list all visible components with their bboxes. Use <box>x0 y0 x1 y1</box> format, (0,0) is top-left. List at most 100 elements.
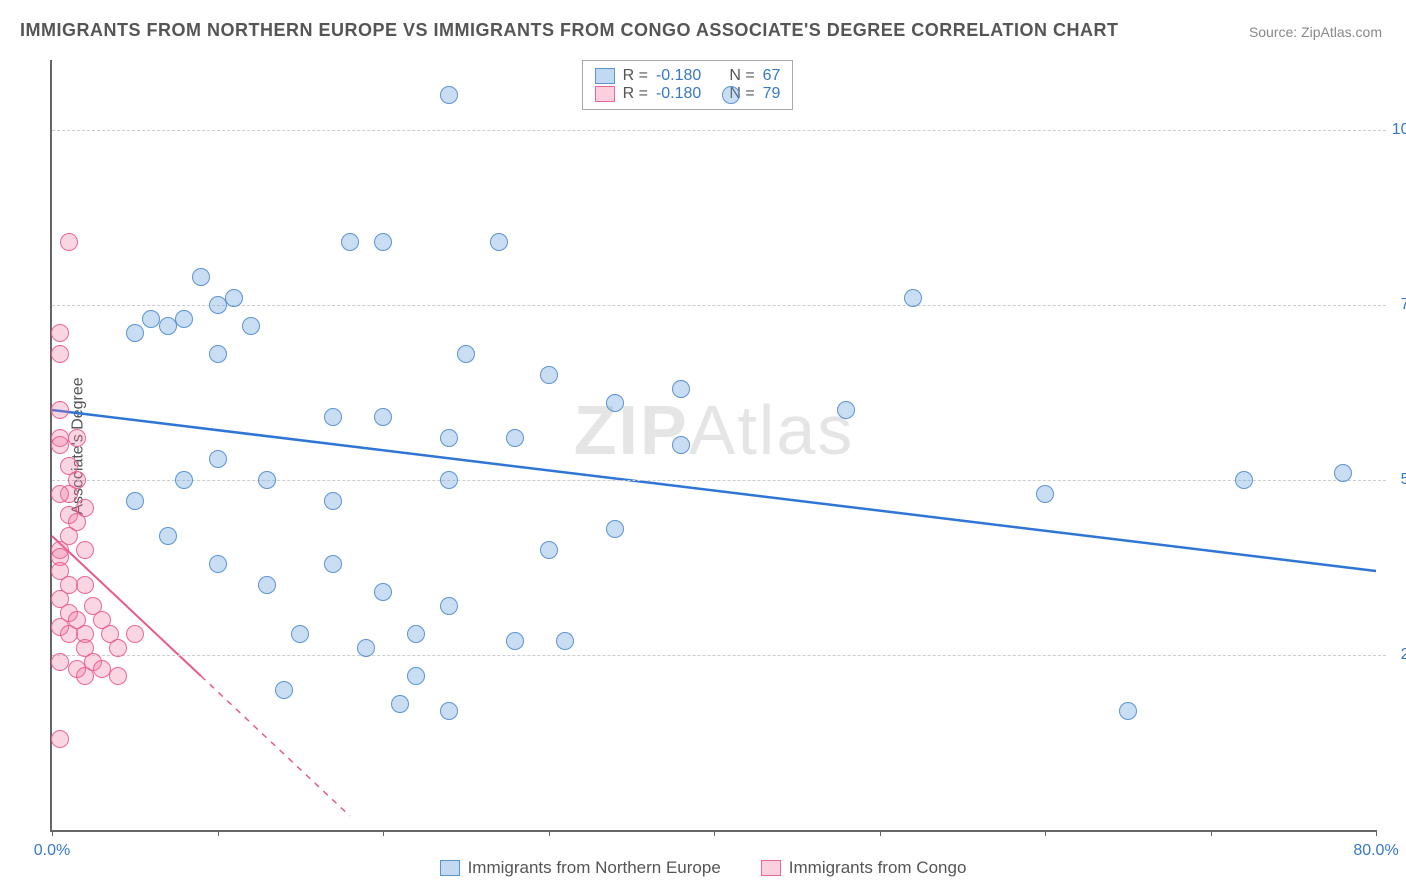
chart-title: IMMIGRANTS FROM NORTHERN EUROPE VS IMMIG… <box>20 20 1118 41</box>
legend-stats-row-pink: R = -0.180 N = 79 <box>595 85 781 103</box>
data-point <box>76 576 94 594</box>
data-point <box>374 583 392 601</box>
data-point <box>440 702 458 720</box>
data-point <box>440 86 458 104</box>
data-point <box>60 625 78 643</box>
data-point <box>209 345 227 363</box>
data-point <box>407 667 425 685</box>
data-point <box>109 667 127 685</box>
data-point <box>209 296 227 314</box>
data-point <box>440 471 458 489</box>
data-point <box>76 667 94 685</box>
legend-item-pink: Immigrants from Congo <box>761 858 967 878</box>
n-label: N = <box>729 67 754 85</box>
data-point <box>506 632 524 650</box>
data-point <box>672 380 690 398</box>
trend-line-dashed <box>201 676 350 816</box>
data-point <box>837 401 855 419</box>
data-point <box>126 492 144 510</box>
legend-swatch-pink <box>595 86 615 102</box>
data-point <box>51 653 69 671</box>
r-value-pink: -0.180 <box>656 85 701 103</box>
xtick <box>383 830 384 836</box>
ytick-label: 50.0% <box>1401 471 1406 489</box>
trend-line <box>52 410 1376 571</box>
data-point <box>291 625 309 643</box>
data-point <box>540 366 558 384</box>
xtick <box>1211 830 1212 836</box>
ytick-label: 75.0% <box>1401 296 1406 314</box>
xtick <box>714 830 715 836</box>
data-point <box>324 555 342 573</box>
data-point <box>606 520 624 538</box>
xtick <box>218 830 219 836</box>
ytick-label: 100.0% <box>1392 121 1406 139</box>
data-point <box>1036 485 1054 503</box>
data-point <box>225 289 243 307</box>
data-point <box>722 86 740 104</box>
data-point <box>126 625 144 643</box>
legend-swatch-blue <box>440 860 460 876</box>
data-point <box>440 429 458 447</box>
data-point <box>76 541 94 559</box>
plot-area: ZIPAtlas R = -0.180 N = 67 R = -0.180 N … <box>50 60 1376 832</box>
data-point <box>341 233 359 251</box>
legend-swatch-blue <box>595 68 615 84</box>
data-point <box>51 401 69 419</box>
legend-swatch-pink <box>761 860 781 876</box>
legend-label-pink: Immigrants from Congo <box>789 858 967 878</box>
data-point <box>457 345 475 363</box>
xtick <box>880 830 881 836</box>
ytick-label: 25.0% <box>1401 646 1406 664</box>
data-point <box>407 625 425 643</box>
r-label: R = <box>623 85 648 103</box>
data-point <box>192 268 210 286</box>
data-point <box>159 317 177 335</box>
data-point <box>490 233 508 251</box>
data-point <box>258 576 276 594</box>
gridline-h <box>52 480 1386 481</box>
data-point <box>51 730 69 748</box>
data-point <box>1334 464 1352 482</box>
source-attribution: Source: ZipAtlas.com <box>1249 24 1382 40</box>
data-point <box>506 429 524 447</box>
n-value-pink: 79 <box>763 85 781 103</box>
r-label: R = <box>623 67 648 85</box>
data-point <box>126 324 144 342</box>
gridline-h <box>52 130 1386 131</box>
data-point <box>209 450 227 468</box>
gridline-h <box>52 305 1386 306</box>
data-point <box>242 317 260 335</box>
data-point <box>324 408 342 426</box>
trend-lines-layer <box>52 60 1376 830</box>
legend-series: Immigrants from Northern Europe Immigran… <box>0 858 1406 878</box>
data-point <box>556 632 574 650</box>
data-point <box>374 408 392 426</box>
gridline-h <box>52 655 1386 656</box>
data-point <box>68 429 86 447</box>
data-point <box>175 310 193 328</box>
data-point <box>93 660 111 678</box>
data-point <box>51 436 69 454</box>
n-value-blue: 67 <box>763 67 781 85</box>
data-point <box>51 485 69 503</box>
data-point <box>142 310 160 328</box>
data-point <box>606 394 624 412</box>
data-point <box>324 492 342 510</box>
xtick <box>549 830 550 836</box>
data-point <box>1119 702 1137 720</box>
data-point <box>357 639 375 657</box>
data-point <box>374 233 392 251</box>
xtick <box>1045 830 1046 836</box>
data-point <box>1235 471 1253 489</box>
data-point <box>391 695 409 713</box>
xtick <box>52 830 53 836</box>
data-point <box>51 345 69 363</box>
data-point <box>275 681 293 699</box>
legend-stats: R = -0.180 N = 67 R = -0.180 N = 79 <box>582 60 794 110</box>
data-point <box>109 639 127 657</box>
data-point <box>904 289 922 307</box>
data-point <box>540 541 558 559</box>
data-point <box>672 436 690 454</box>
data-point <box>51 324 69 342</box>
